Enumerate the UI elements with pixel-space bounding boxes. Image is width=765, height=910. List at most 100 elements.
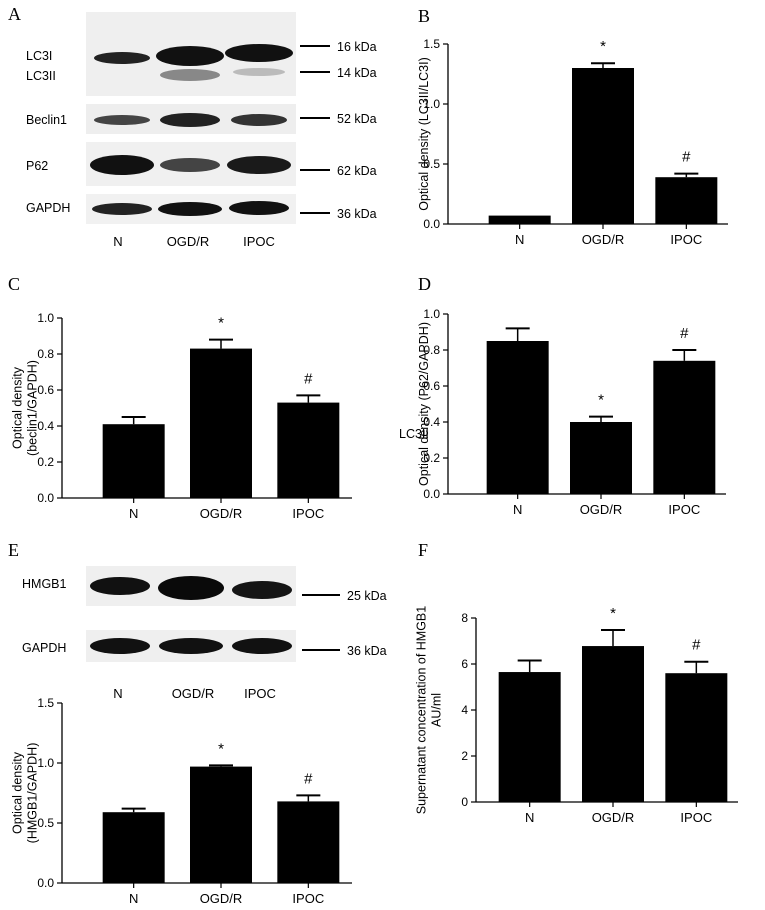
x-tick-label-f: OGD/R — [592, 810, 635, 825]
panel-label-e: E — [8, 540, 19, 560]
significance-mark-d-2: # — [680, 325, 689, 342]
band-gapdh-e-ipoc — [232, 638, 292, 654]
bar-c-2 — [277, 402, 340, 498]
chart-d: 0.0 0.2 0.4 0.6 0.8 1.0 N OGD/R * IPOC # Optical de… — [417, 307, 726, 517]
significance-mark-c-1: * — [218, 315, 224, 332]
stray-lc3ii-label: LC3II — [399, 427, 429, 441]
x-tick-label-b: N — [515, 232, 524, 247]
band-p62-n — [90, 155, 154, 175]
y-tick-label-e: 0.0 — [37, 876, 54, 890]
band-gapdh-e-n — [90, 638, 150, 654]
bar-b-1 — [572, 68, 634, 224]
x-tick-label-d: OGD/R — [580, 502, 623, 517]
significance-mark-b-1: * — [600, 38, 606, 55]
band-beclin1-n — [94, 115, 150, 125]
significance-mark-e-2: # — [304, 770, 313, 787]
panel-label-d: D — [418, 274, 431, 294]
band-gapdh-e-ogdr — [159, 638, 223, 654]
blot-e-lane-ogdr: OGD/R — [172, 686, 215, 701]
y-tick-label-c: 0.8 — [37, 347, 54, 361]
y-tick-label-d: 0.6 — [423, 379, 440, 393]
band-gapdh-a-n — [92, 203, 152, 215]
y-tick-label-c: 1.0 — [37, 311, 54, 325]
y-tick-label-f: 6 — [461, 657, 468, 671]
blot-a-row-beclin1: Beclin1 — [26, 113, 67, 127]
blot-e-row-gapdh: GAPDH — [22, 641, 66, 655]
significance-mark-d-1: * — [598, 392, 604, 409]
y-tick-label-e: 1.0 — [37, 756, 54, 770]
bar-e-1 — [190, 766, 252, 883]
y-axis-label-d: Optical density (P62/GAPDH) — [417, 322, 431, 486]
bar-f-1 — [582, 646, 644, 802]
x-tick-label-f: N — [525, 810, 534, 825]
panel-label-a: A — [8, 4, 21, 24]
bar-d-1 — [570, 422, 632, 494]
y-tick-label-c: 0.0 — [37, 491, 54, 505]
y-tick-label-c: 0.6 — [37, 383, 54, 397]
y-axis-label-e: Optical density(HMGB1/GAPDH) — [11, 743, 40, 844]
y-tick-label-f: 0 — [461, 795, 468, 809]
marker-label-36: 36 kDa — [337, 207, 377, 221]
y-tick-label-b: 1.5 — [423, 37, 440, 51]
blot-a-lane-n: N — [113, 234, 122, 249]
blot-e-row-hmgb1: HMGB1 — [22, 577, 67, 591]
y-tick-label-d: 0.4 — [423, 415, 440, 429]
y-axis-label-b: Optical density (LC3II/LC3I) — [417, 57, 431, 211]
band-p62-ipoc — [227, 156, 291, 174]
y-tick-label-c: 0.4 — [37, 419, 54, 433]
band-lc3i-ipoc — [225, 44, 293, 62]
y-tick-label-d: 0.0 — [423, 487, 440, 501]
bar-b-0 — [488, 215, 551, 224]
blot-a-row-gapdh: GAPDH — [26, 201, 70, 215]
bar-d-2 — [653, 360, 716, 494]
bar-c-1 — [190, 348, 252, 498]
bar-c-0 — [102, 424, 165, 498]
blot-a-row-lc3ii: LC3II — [26, 69, 56, 83]
chart-f: 0 2 4 6 8 N OGD/R * IPOC # Supernatant concentrati… — [415, 605, 738, 825]
band-hmgb1-ogdr — [158, 576, 224, 600]
y-tick-label-f: 8 — [461, 611, 468, 625]
marker-label-25: 25 kDa — [347, 589, 387, 603]
bar-e-0 — [102, 812, 165, 883]
y-tick-label-b: 0.5 — [423, 157, 440, 171]
x-tick-label-e: N — [129, 891, 138, 906]
band-lc3ii-ipoc — [233, 68, 285, 76]
y-tick-label-d: 0.8 — [423, 343, 440, 357]
band-beclin1-ogdr — [160, 113, 220, 127]
blot-a-lane-ipoc: IPOC — [243, 234, 275, 249]
x-tick-label-b: OGD/R — [582, 232, 625, 247]
y-tick-label-f: 4 — [461, 703, 468, 717]
x-tick-label-d: IPOC — [668, 502, 700, 517]
chart-e: 0.0 0.5 1.0 1.5 N OGD/R * IPOC # Optical density(… — [11, 696, 352, 906]
x-tick-label-e: OGD/R — [200, 891, 243, 906]
band-beclin1-ipoc — [231, 114, 287, 126]
marker-label-36-e: 36 kDa — [347, 644, 387, 658]
blot-a-lane-ogdr: OGD/R — [167, 234, 210, 249]
marker-label-16: 16 kDa — [337, 40, 377, 54]
bar-d-0 — [486, 341, 549, 494]
blot-a-row-p62: P62 — [26, 159, 48, 173]
y-tick-label-c: 0.2 — [37, 455, 54, 469]
blot-e-lane-n: N — [113, 686, 122, 701]
panel-label-f: F — [418, 540, 428, 560]
bar-f-0 — [498, 672, 561, 802]
western-blot-a: LC3I LC3II Beclin1 P62 GAPDH 16 kDa 14 k… — [26, 12, 377, 249]
panel-label-b: B — [418, 6, 430, 26]
x-tick-label-c: IPOC — [292, 506, 324, 521]
bar-b-2 — [655, 177, 718, 224]
x-tick-label-c: OGD/R — [200, 506, 243, 521]
blot-a-row-lc3i: LC3I — [26, 49, 52, 63]
y-tick-label-e: 0.5 — [37, 816, 54, 830]
marker-label-52: 52 kDa — [337, 112, 377, 126]
y-tick-label-f: 2 — [461, 749, 468, 763]
significance-mark-e-1: * — [218, 740, 224, 757]
western-blot-e: HMGB1 GAPDH 25 kDa 36 kDa N OGD/R IPOC — [22, 566, 387, 701]
band-p62-ogdr — [160, 158, 220, 172]
bar-f-2 — [665, 673, 728, 802]
panel-label-c: C — [8, 274, 20, 294]
band-gapdh-a-ogdr — [158, 202, 222, 216]
y-tick-label-e: 1.5 — [37, 696, 54, 710]
marker-label-14: 14 kDa — [337, 66, 377, 80]
y-tick-label-d: 1.0 — [423, 307, 440, 321]
